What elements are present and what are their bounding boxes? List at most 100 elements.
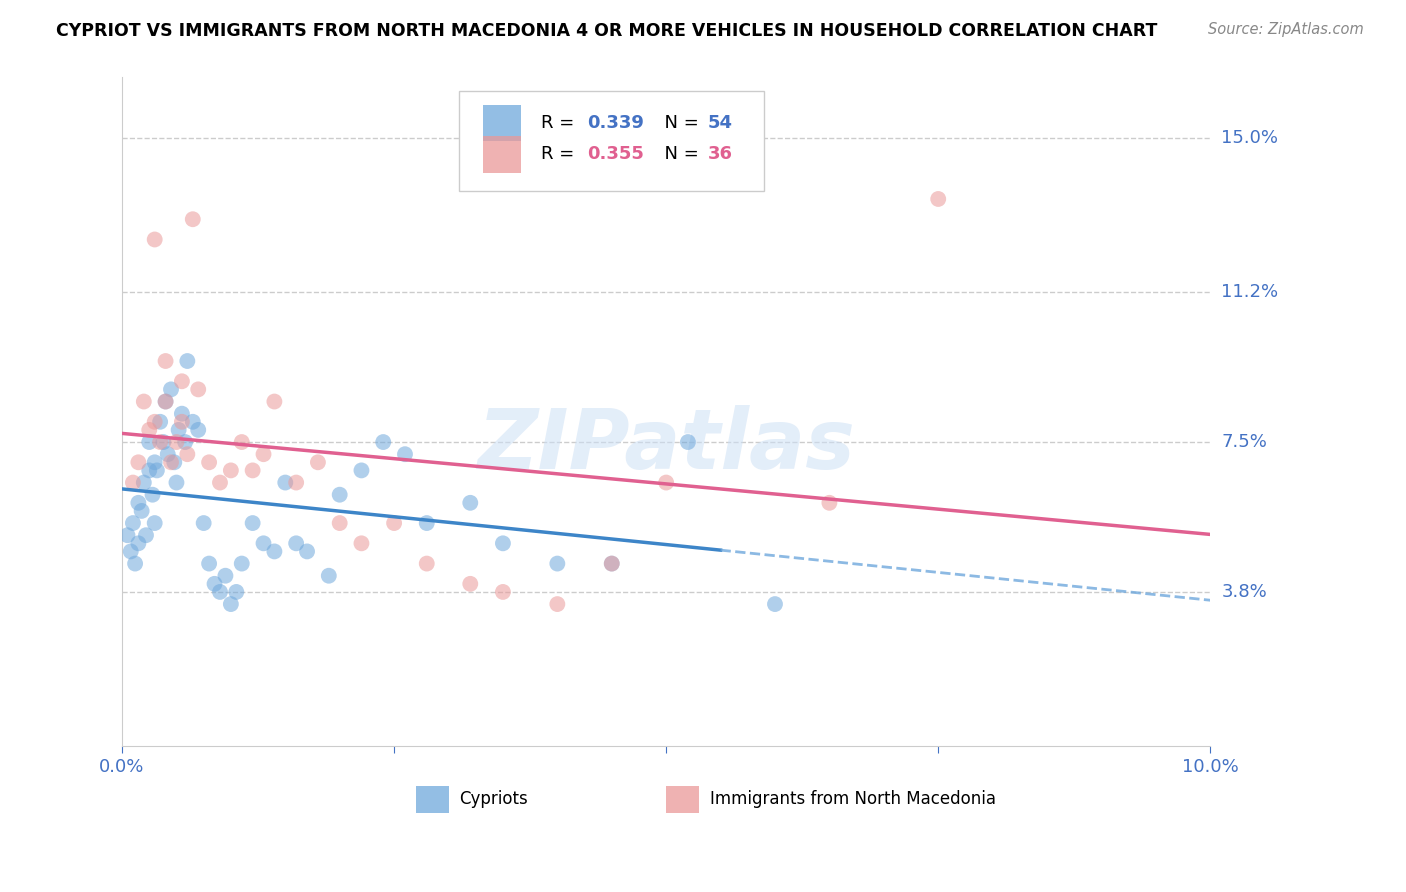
- Point: [170, 415, 193, 429]
- Point: [127, 536, 149, 550]
- Text: R =: R =: [541, 114, 581, 132]
- Point: [225, 585, 247, 599]
- Point: [263, 544, 285, 558]
- Point: [187, 423, 209, 437]
- Text: N =: N =: [654, 114, 704, 132]
- Text: R =: R =: [541, 145, 581, 163]
- Point: [198, 455, 221, 469]
- Point: [132, 475, 155, 490]
- Point: [242, 516, 264, 530]
- Point: [120, 544, 142, 558]
- Point: [458, 577, 481, 591]
- Text: 15.0%: 15.0%: [1222, 129, 1278, 147]
- Point: [166, 475, 188, 490]
- Point: [122, 516, 145, 530]
- Point: [149, 435, 172, 450]
- Point: [143, 415, 166, 429]
- Point: [492, 585, 515, 599]
- Point: [132, 394, 155, 409]
- Point: [138, 423, 160, 437]
- Point: [307, 455, 329, 469]
- Point: [155, 394, 177, 409]
- Text: 36: 36: [707, 145, 733, 163]
- Text: 0.339: 0.339: [586, 114, 644, 132]
- Text: Immigrants from North Macedonia: Immigrants from North Macedonia: [710, 790, 995, 808]
- Point: [231, 435, 253, 450]
- Text: 54: 54: [707, 114, 733, 132]
- Point: [818, 496, 841, 510]
- Point: [763, 597, 786, 611]
- Point: [676, 435, 699, 450]
- Point: [285, 536, 308, 550]
- Point: [170, 407, 193, 421]
- Text: CYPRIOT VS IMMIGRANTS FROM NORTH MACEDONIA 4 OR MORE VEHICLES IN HOUSEHOLD CORRE: CYPRIOT VS IMMIGRANTS FROM NORTH MACEDON…: [56, 22, 1157, 40]
- Point: [152, 435, 174, 450]
- Point: [285, 475, 308, 490]
- Point: [176, 447, 198, 461]
- Text: 3.8%: 3.8%: [1222, 583, 1267, 601]
- Point: [131, 504, 153, 518]
- Point: [252, 536, 274, 550]
- Text: 7.5%: 7.5%: [1222, 433, 1267, 451]
- Point: [117, 528, 139, 542]
- Point: [600, 557, 623, 571]
- Point: [167, 423, 190, 437]
- Text: 0.355: 0.355: [586, 145, 644, 163]
- Point: [174, 435, 197, 450]
- Point: [208, 585, 231, 599]
- Point: [138, 463, 160, 477]
- Text: ZIPatlas: ZIPatlas: [477, 405, 855, 485]
- Point: [219, 597, 242, 611]
- FancyBboxPatch shape: [484, 104, 522, 141]
- Point: [166, 435, 188, 450]
- Point: [122, 475, 145, 490]
- Point: [350, 463, 373, 477]
- Point: [204, 577, 226, 591]
- Point: [193, 516, 215, 530]
- Point: [492, 536, 515, 550]
- Point: [181, 415, 204, 429]
- Point: [655, 475, 678, 490]
- FancyBboxPatch shape: [666, 786, 699, 813]
- Text: 11.2%: 11.2%: [1222, 283, 1278, 301]
- Point: [263, 394, 285, 409]
- Point: [160, 455, 183, 469]
- Point: [295, 544, 318, 558]
- Point: [416, 516, 439, 530]
- Point: [170, 374, 193, 388]
- Point: [143, 232, 166, 246]
- Point: [329, 488, 352, 502]
- Text: Source: ZipAtlas.com: Source: ZipAtlas.com: [1208, 22, 1364, 37]
- Point: [208, 475, 231, 490]
- Point: [149, 415, 172, 429]
- Point: [156, 447, 179, 461]
- Point: [214, 568, 236, 582]
- Point: [242, 463, 264, 477]
- Point: [198, 557, 221, 571]
- Text: Cypriots: Cypriots: [460, 790, 529, 808]
- Point: [546, 597, 568, 611]
- Point: [155, 394, 177, 409]
- Point: [252, 447, 274, 461]
- Point: [219, 463, 242, 477]
- FancyBboxPatch shape: [484, 136, 522, 173]
- Point: [187, 383, 209, 397]
- Point: [143, 455, 166, 469]
- Point: [141, 488, 163, 502]
- Point: [138, 435, 160, 450]
- Point: [155, 354, 177, 368]
- Point: [143, 516, 166, 530]
- Point: [927, 192, 949, 206]
- Point: [329, 516, 352, 530]
- Point: [127, 496, 149, 510]
- Point: [176, 354, 198, 368]
- Point: [458, 496, 481, 510]
- Point: [373, 435, 395, 450]
- Point: [382, 516, 405, 530]
- Point: [127, 455, 149, 469]
- Point: [163, 455, 186, 469]
- Point: [546, 557, 568, 571]
- Point: [135, 528, 157, 542]
- FancyBboxPatch shape: [460, 91, 763, 191]
- Point: [181, 212, 204, 227]
